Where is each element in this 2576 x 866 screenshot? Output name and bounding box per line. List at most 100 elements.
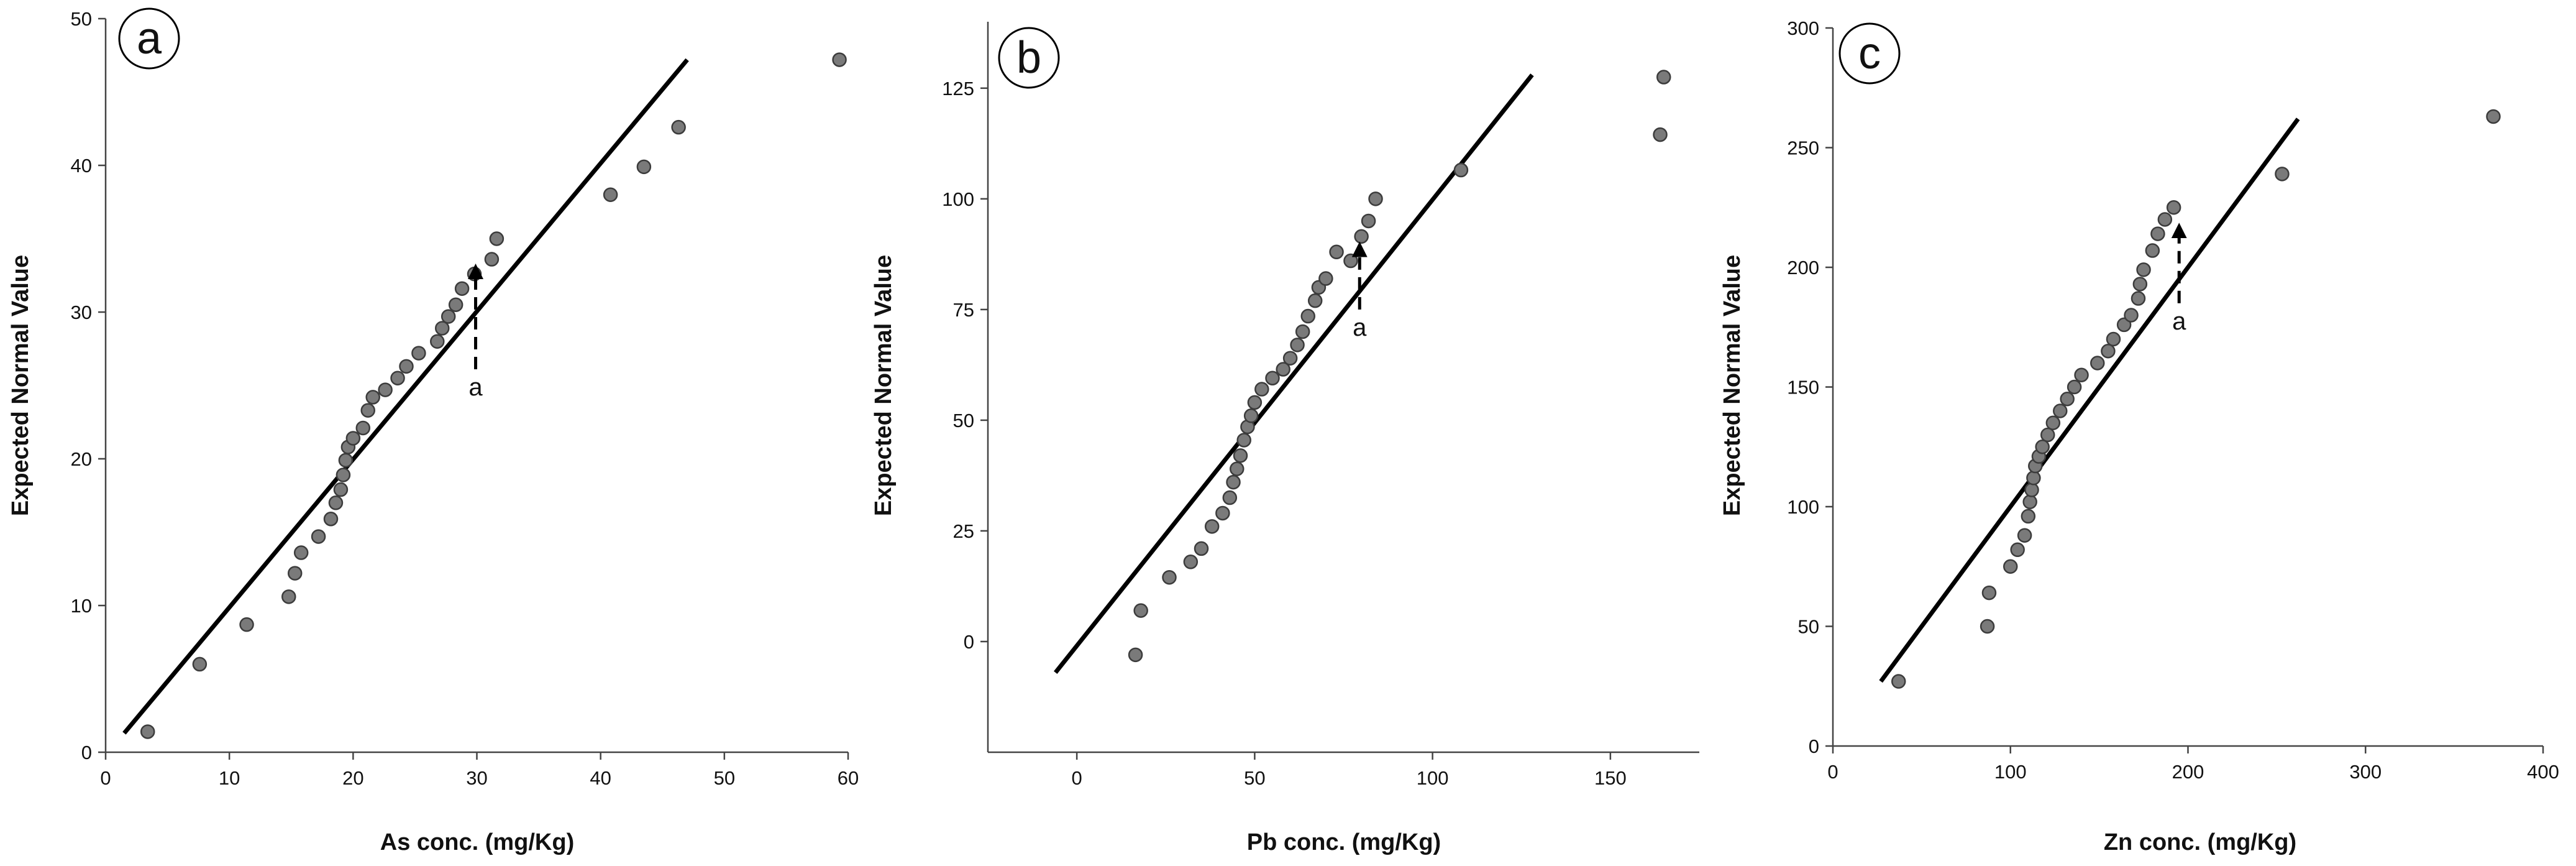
- data-point: [2026, 471, 2041, 486]
- data-point: [2116, 317, 2132, 333]
- y-tick-label: 250: [1787, 137, 1819, 159]
- x-tick-label: 10: [219, 767, 240, 789]
- data-point: [1354, 229, 1369, 244]
- data-point: [1265, 371, 1280, 386]
- panel-letter: c: [1858, 29, 1881, 78]
- data-point: [1183, 555, 1199, 569]
- data-point: [2150, 226, 2165, 241]
- y-tick-label: 0: [1809, 735, 1819, 757]
- data-point: [1891, 674, 1906, 689]
- data-point: [323, 512, 339, 527]
- data-point: [1233, 448, 1248, 463]
- data-point: [1329, 244, 1344, 260]
- y-axis-label: Expected Normal Value: [7, 255, 34, 516]
- annotation-label: a: [2172, 308, 2186, 335]
- data-point: [1133, 603, 1148, 618]
- data-point: [192, 656, 208, 672]
- data-point: [1361, 213, 1376, 229]
- data-point: [2010, 542, 2025, 558]
- y-tick-label: 25: [953, 520, 974, 542]
- data-point: [434, 321, 450, 336]
- panel-letter-circle: [1838, 22, 1901, 85]
- y-tick-label: 30: [71, 302, 92, 323]
- data-point: [2131, 291, 2146, 306]
- y-tick-label: 50: [953, 410, 974, 431]
- x-tick-label: 50: [1244, 767, 1265, 789]
- data-point: [2074, 367, 2089, 382]
- data-point: [281, 589, 296, 604]
- data-point: [345, 431, 361, 446]
- data-point: [2090, 356, 2105, 371]
- data-point: [441, 309, 456, 324]
- y-tick-label: 150: [1787, 377, 1819, 398]
- data-point: [636, 159, 652, 175]
- data-point: [338, 453, 354, 468]
- data-point: [2124, 308, 2139, 323]
- y-axis-title: Expected Normal Value: [7, 255, 34, 516]
- data-point: [2157, 212, 2173, 227]
- x-tick-label: 150: [1594, 767, 1627, 789]
- data-point: [1981, 585, 1997, 601]
- data-point: [1290, 338, 1305, 352]
- data-point: [1307, 293, 1323, 308]
- x-tick-label: 30: [466, 767, 487, 789]
- data-point: [1653, 127, 1668, 142]
- x-tick-label: 200: [2172, 761, 2204, 783]
- panel-letter: a: [137, 14, 162, 63]
- panel-letter-circle: [118, 7, 180, 70]
- data-point: [2040, 427, 2055, 443]
- data-point: [2145, 243, 2160, 258]
- data-point: [1204, 519, 1220, 534]
- data-point: [603, 187, 618, 202]
- x-tick-label: 40: [590, 767, 611, 789]
- data-point: [2021, 509, 2036, 524]
- x-tick-label: 20: [342, 767, 363, 789]
- reference-line: [1054, 73, 1534, 675]
- data-point: [1226, 474, 1241, 490]
- data-point: [1980, 619, 1995, 634]
- data-point: [355, 420, 371, 436]
- x-tick-label: 0: [100, 767, 111, 789]
- y-tick-label: 0: [964, 631, 974, 653]
- data-point: [1282, 351, 1298, 366]
- data-point: [430, 334, 445, 349]
- data-point: [287, 566, 303, 581]
- data-point: [454, 281, 470, 296]
- data-point: [2003, 559, 2018, 574]
- data-point: [1343, 253, 1358, 269]
- data-point: [489, 231, 505, 246]
- data-point: [1276, 362, 1290, 377]
- y-tick-label: 40: [71, 155, 92, 177]
- data-point: [1300, 308, 1315, 324]
- y-tick-label: 100: [1787, 496, 1819, 518]
- data-point: [832, 52, 847, 67]
- x-axis-label: Pb conc. (mg/Kg): [1247, 829, 1441, 855]
- data-point: [1162, 569, 1177, 585]
- data-point: [2060, 392, 2075, 407]
- x-tick-label: 0: [1827, 761, 1838, 783]
- y-axis-label: Expected Normal Value: [1719, 255, 1745, 516]
- x-tick-label: 50: [714, 767, 735, 789]
- data-point: [293, 545, 309, 560]
- data-point: [1295, 324, 1310, 339]
- panel-letter: b: [1016, 33, 1041, 83]
- reference-line: [122, 58, 689, 735]
- data-point: [2067, 379, 2082, 395]
- data-point: [2132, 277, 2148, 292]
- annotation-label: a: [1353, 314, 1367, 341]
- data-point: [360, 403, 375, 418]
- data-point: [484, 252, 500, 267]
- data-point: [2136, 262, 2151, 277]
- data-point: [448, 297, 464, 312]
- x-tick-label: 100: [1994, 761, 2027, 783]
- y-tick-label: 300: [1787, 17, 1819, 39]
- y-tick-label: 200: [1787, 257, 1819, 279]
- data-point: [1222, 490, 1238, 505]
- data-point: [2053, 403, 2068, 418]
- y-tick-label: 75: [953, 299, 974, 321]
- data-point: [1656, 70, 1671, 85]
- data-point: [328, 495, 344, 510]
- x-tick-label: 60: [838, 767, 859, 789]
- data-point: [2106, 331, 2121, 347]
- data-point: [1243, 408, 1259, 423]
